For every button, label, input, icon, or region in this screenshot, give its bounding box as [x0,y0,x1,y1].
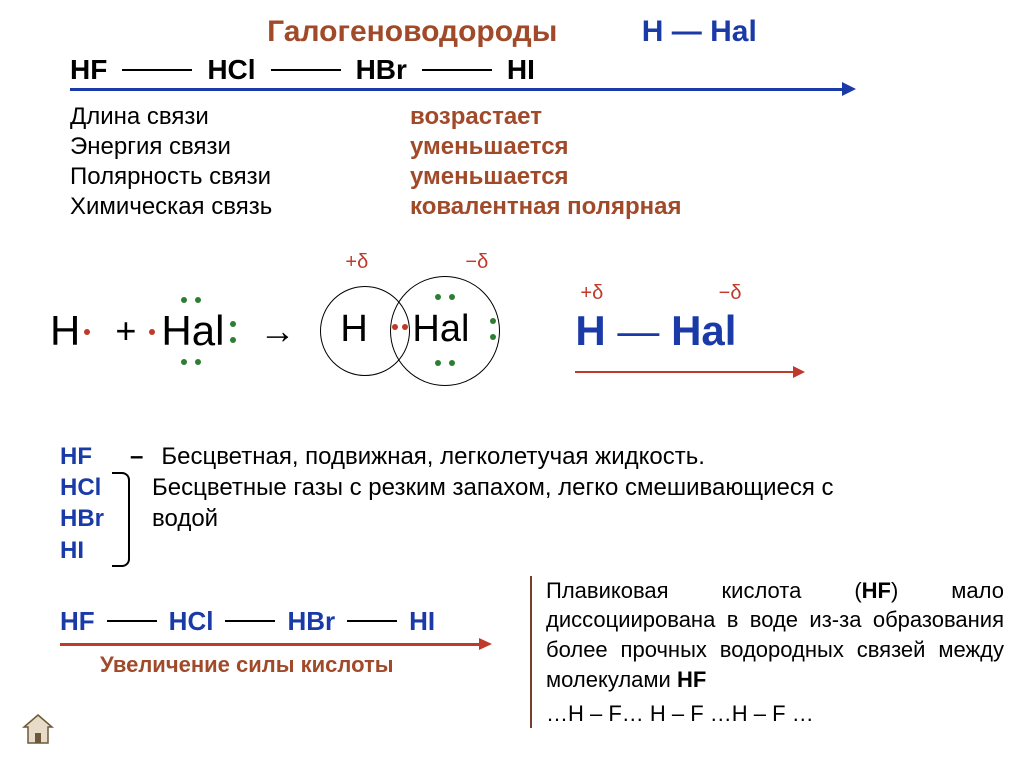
expl-hf1: HF [862,578,891,603]
prop-label: Химическая связь [70,193,330,221]
series-connector [225,620,275,622]
atom-hal-text: Hal [161,307,224,354]
orbital-diagram: +δ −δ H Hal [310,276,520,386]
expl-text1: Плавиковая кислота ( [546,578,862,603]
prop-value: уменьшается [410,163,810,191]
formula-dash: — [663,15,710,48]
description-block: HF – Бесцветная, подвижная, легколетучая… [60,441,1004,566]
hi-label: HI [60,535,104,566]
gases-description: HCl HBr HI Бесцветные газы с резким запа… [60,472,1004,566]
electron-dot [230,321,236,327]
compound-hcl: HCl [169,606,214,637]
series-connector [122,69,192,71]
properties-table: Длина связи возрастает Энергия связи уме… [70,103,1004,221]
prop-label: Энергия связи [70,133,330,161]
lewis-equation: H + Hal → +δ −δ H Hal +δ −δ H — Hal [50,271,1004,391]
bottom-left: HF HCl HBr HI Увеличение силы кислоты [60,576,510,728]
acidity-label: Увеличение силы кислоты [100,652,510,678]
result-formula: +δ −δ H — Hal [575,307,736,355]
plus-sign: + [115,310,136,352]
bracket-icon [112,472,130,567]
electron-dot [195,359,201,365]
series-connector [347,620,397,622]
bottom-section: HF HCl HBr HI Увеличение силы кислоты Пл… [60,576,1004,728]
home-icon[interactable] [18,709,58,749]
prop-label: Длина связи [70,103,330,131]
hf-text: Бесцветная, подвижная, легколетучая жидк… [161,441,705,472]
title-row: Галогеноводороды H — Hal [20,15,1004,49]
result-dash: — [606,307,671,354]
compound-hcl: HCl [207,54,255,86]
electron-dot [149,329,155,335]
prop-value: уменьшается [410,133,810,161]
gases-line1: Бесцветные газы с резким запахом, легко … [152,472,834,503]
top-arrow [70,88,844,91]
gases-text: Бесцветные газы с резким запахом, легко … [152,472,834,566]
title-main: Галогеноводороды [267,15,557,48]
hf-explanation: Плавиковая кислота (HF) мало диссоцииров… [530,576,1004,728]
result-h: H [575,307,605,354]
top-series: HF HCl HBr HI [70,54,1004,86]
orbital-h-label: H [340,308,367,351]
electron-dot [84,329,90,335]
hf-description: HF – Бесцветная, подвижная, легколетучая… [60,441,1004,472]
atom-h: H [50,307,80,355]
formula-column: HCl HBr HI [60,472,104,566]
compound-hi: HI [409,606,435,637]
charge-plus: +δ [580,282,603,305]
compound-hbr: HBr [287,606,335,637]
prop-label: Полярность связи [70,163,330,191]
charge-plus: +δ [345,251,368,274]
title-formula: H — Hal [642,15,757,48]
charge-minus: −δ [719,282,742,305]
result-arrow [575,371,795,373]
series-connector [271,69,341,71]
hbr-label: HBr [60,503,104,534]
atom-h-text: H [50,307,80,354]
series-connector [422,69,492,71]
compound-hi: HI [507,54,535,86]
hcl-label: HCl [60,472,104,503]
hf-label: HF [60,441,112,472]
compound-hbr: HBr [356,54,407,86]
series-connector [107,620,157,622]
compound-hf: HF [60,606,95,637]
formula-h: H [642,15,664,48]
orbital-hal-label: Hal [412,308,469,351]
hf-dash: – [130,441,143,472]
expl-hf2: HF [677,667,706,692]
hf-chain: …H – F… H – F …H – F … [546,699,1004,729]
electron-dot [181,359,187,365]
electron-dot [195,297,201,303]
compound-hf: HF [70,54,107,86]
reaction-arrow: → [259,310,295,352]
gases-line2: водой [152,503,834,534]
electron-dot [230,337,236,343]
prop-value: возрастает [410,103,810,131]
result-hal: Hal [671,307,736,354]
atom-hal: Hal [161,307,224,355]
electron-dot [181,297,187,303]
charge-minus: −δ [465,251,488,274]
acidity-arrow [60,643,480,646]
prop-value: ковалентная полярная [410,193,810,221]
formula-hal: Hal [710,15,757,48]
bottom-series: HF HCl HBr HI [60,606,510,637]
